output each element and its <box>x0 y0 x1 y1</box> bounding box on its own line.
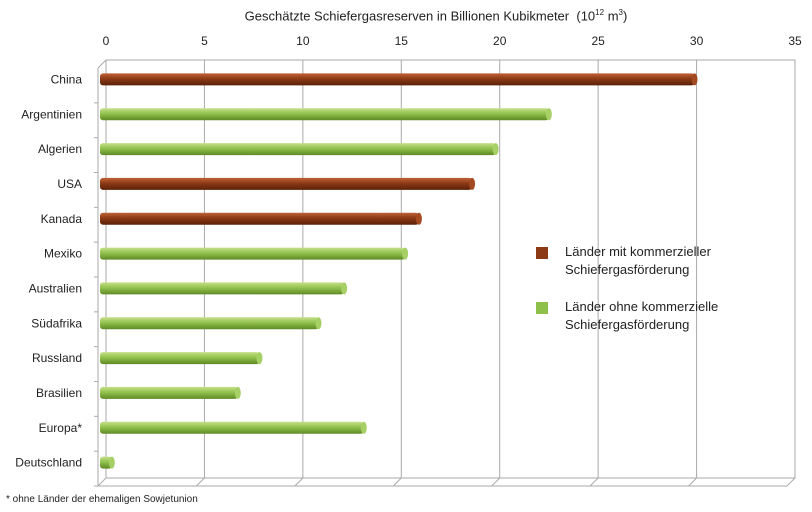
floor-gridline <box>196 477 205 487</box>
x-tick-label: 10 <box>296 34 310 48</box>
category-label: Russland <box>32 351 82 365</box>
x-tick-label: 20 <box>493 34 507 48</box>
bar-cap <box>360 421 367 434</box>
category-label: Brasilien <box>36 386 82 400</box>
floor-gridline <box>688 477 697 487</box>
bar-cap <box>415 212 422 225</box>
bar <box>100 386 238 399</box>
x-tick-label: 25 <box>591 34 605 48</box>
x-tick-label: 15 <box>395 34 409 48</box>
bar <box>100 352 260 365</box>
bar <box>100 212 419 225</box>
bar-cap <box>234 386 241 399</box>
x-tick-label: 35 <box>788 34 802 48</box>
floor-gridline <box>392 477 402 487</box>
chart-title: Geschätzte Schiefergasreserven in Billio… <box>244 8 628 24</box>
category-label: Mexiko <box>44 247 82 261</box>
floor-gridline <box>294 477 304 487</box>
bar <box>100 247 406 260</box>
bar <box>100 177 473 190</box>
category-label: Südafrika <box>31 316 82 330</box>
footnote: * ohne Länder der ehemaligen Sowjetunion <box>6 494 198 505</box>
category-label: China <box>51 72 83 86</box>
x-tick-label: 0 <box>103 34 110 48</box>
category-label: Europa* <box>39 421 83 435</box>
bar <box>100 282 345 295</box>
floor-gridline <box>491 477 501 487</box>
bar <box>100 73 695 86</box>
bar-cap <box>256 352 263 365</box>
floor-gridline <box>786 477 796 487</box>
category-label: Argentinien <box>21 107 82 121</box>
depth-line <box>97 59 107 69</box>
category-label: Algerien <box>38 142 82 156</box>
bar-cap <box>691 73 698 86</box>
category-label: USA <box>57 177 82 191</box>
category-label: Deutschland <box>15 456 82 470</box>
legend-swatch <box>536 247 548 259</box>
legend-swatch <box>536 302 548 314</box>
bar-cap <box>545 108 552 121</box>
bar-cap <box>108 456 115 469</box>
bar-cap <box>315 317 322 330</box>
bar-cap <box>341 282 348 295</box>
x-tick-label: 5 <box>201 34 208 48</box>
bar <box>100 317 319 330</box>
bar <box>100 421 364 434</box>
floor-gridline <box>97 477 107 487</box>
bar-cap <box>402 247 409 260</box>
bar-cap <box>492 143 499 156</box>
bar <box>100 108 549 121</box>
floor-gridline <box>589 477 599 487</box>
bar-cap <box>469 177 476 190</box>
back-wall <box>105 59 796 479</box>
x-tick-label: 30 <box>690 34 704 48</box>
category-label: Australien <box>29 281 82 295</box>
bar <box>100 456 112 469</box>
category-label: Kanada <box>41 212 83 226</box>
bar <box>100 143 496 156</box>
